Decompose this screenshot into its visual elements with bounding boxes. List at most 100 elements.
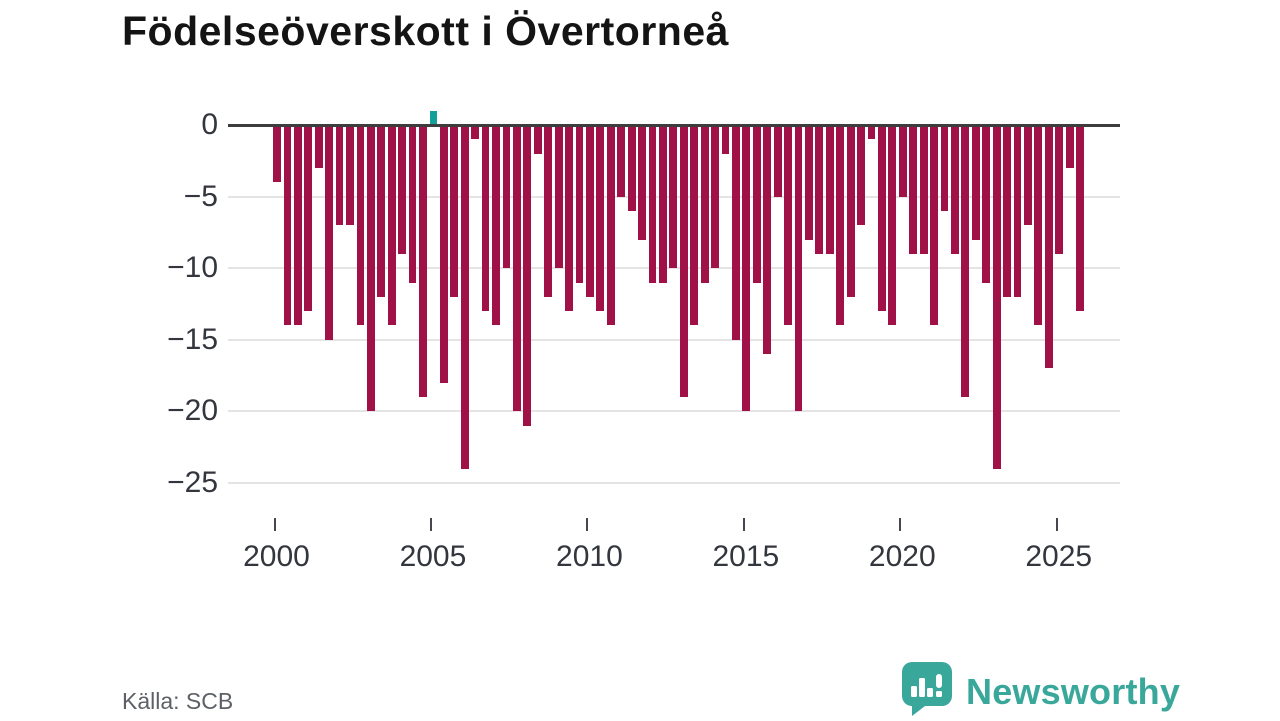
negative-bar (919, 125, 928, 254)
negative-bar (565, 125, 573, 312)
negative-bar (1044, 125, 1053, 369)
y-axis-tick-label: 0 (201, 108, 218, 141)
negative-bar (366, 125, 375, 412)
x-axis-tick-label: 2010 (556, 540, 623, 573)
x-axis-tick-mark (273, 518, 276, 531)
positive-bar (429, 110, 438, 125)
negative-bar (805, 125, 813, 240)
negative-bar (544, 125, 553, 297)
negative-bar (492, 125, 500, 326)
negative-bar (273, 125, 281, 183)
negative-bar (700, 125, 709, 283)
negative-bar (982, 125, 991, 283)
negative-bar (502, 125, 511, 269)
negative-bar (1065, 125, 1074, 168)
negative-bar (314, 125, 323, 168)
x-axis-tick-mark (1055, 518, 1058, 531)
negative-bar (1003, 125, 1011, 297)
negative-bar (659, 125, 667, 283)
source-note: Källa: SCB (122, 688, 234, 714)
negative-bar (846, 125, 855, 297)
negative-bar (408, 125, 417, 283)
negative-bar (961, 125, 970, 398)
x-axis-tick-mark (586, 518, 589, 531)
negative-bar (304, 125, 313, 312)
logo-bubble-shape (902, 662, 952, 716)
negative-bar (638, 125, 646, 240)
negative-bar (742, 125, 751, 412)
negative-bar (773, 125, 782, 197)
negative-bar (617, 125, 626, 197)
x-axis-tick-label: 2000 (243, 540, 310, 573)
grid-line (228, 410, 1120, 413)
negative-bar (1034, 125, 1043, 326)
negative-bar (898, 125, 907, 197)
negative-bar (512, 125, 521, 412)
negative-bar (596, 125, 605, 312)
negative-bar (857, 125, 865, 226)
negative-bar (460, 125, 469, 469)
negative-bar (690, 125, 699, 326)
newsworthy-logo-icon (902, 662, 952, 721)
negative-bar (606, 125, 615, 326)
negative-bar (419, 125, 427, 398)
negative-bar (439, 125, 448, 383)
negative-bar (888, 125, 897, 326)
negative-bar (1024, 125, 1032, 226)
negative-bar (1055, 125, 1064, 254)
x-axis-tick-label: 2025 (1025, 540, 1093, 573)
grid-line (228, 338, 1120, 341)
negative-bar (471, 125, 480, 140)
x-axis-tick-label: 2005 (399, 540, 467, 573)
x-axis-tick-label: 2015 (712, 540, 780, 573)
y-axis-tick-label: −15 (167, 322, 218, 356)
negative-bar (909, 125, 918, 254)
negative-bar (481, 125, 490, 312)
negative-bar (794, 125, 803, 412)
negative-bar (732, 125, 740, 340)
negative-bar (575, 125, 584, 283)
negative-bar (283, 125, 292, 326)
negative-bar (752, 125, 761, 283)
negative-bar (346, 125, 354, 226)
zero-axis-line (228, 123, 1120, 127)
negative-bar (878, 125, 886, 312)
negative-bar (586, 125, 594, 297)
negative-bar (335, 125, 344, 226)
negative-bar (784, 125, 792, 326)
negative-bar (325, 125, 334, 340)
chart-title: Födelseöverskott i Övertorneå (122, 8, 729, 54)
negative-bar (930, 125, 938, 326)
negative-bar (815, 125, 824, 254)
grid-line (228, 267, 1120, 270)
negative-bar (940, 125, 949, 211)
negative-bar (825, 125, 834, 254)
negative-bar (523, 125, 532, 426)
negative-bar (971, 125, 980, 240)
negative-bar (836, 125, 845, 326)
negative-bar (721, 125, 730, 154)
x-axis-tick-mark (429, 518, 432, 531)
negative-bar (711, 125, 719, 269)
y-axis-tick-label: −10 (167, 251, 218, 285)
newsworthy-wordmark: Newsworthy (966, 670, 1181, 712)
negative-bar (1013, 125, 1022, 297)
negative-bar (867, 125, 876, 140)
y-axis-tick-label: −20 (167, 394, 218, 428)
x-axis-tick-mark (899, 518, 902, 531)
x-axis-tick-label: 2020 (868, 540, 936, 573)
negative-bar (356, 125, 365, 326)
grid-line (228, 482, 1120, 484)
y-axis-tick-label: −25 (167, 466, 218, 499)
negative-bar (627, 125, 636, 211)
negative-bar (992, 125, 1001, 469)
negative-bar (450, 125, 459, 297)
negative-bar (554, 125, 563, 269)
negative-bar (293, 125, 302, 326)
negative-bar (763, 125, 772, 355)
x-axis-tick-mark (742, 518, 745, 531)
negative-bar (951, 125, 959, 254)
negative-bar (669, 125, 678, 269)
negative-bar (679, 125, 688, 398)
newsworthy-logo: Newsworthy (902, 662, 1180, 721)
